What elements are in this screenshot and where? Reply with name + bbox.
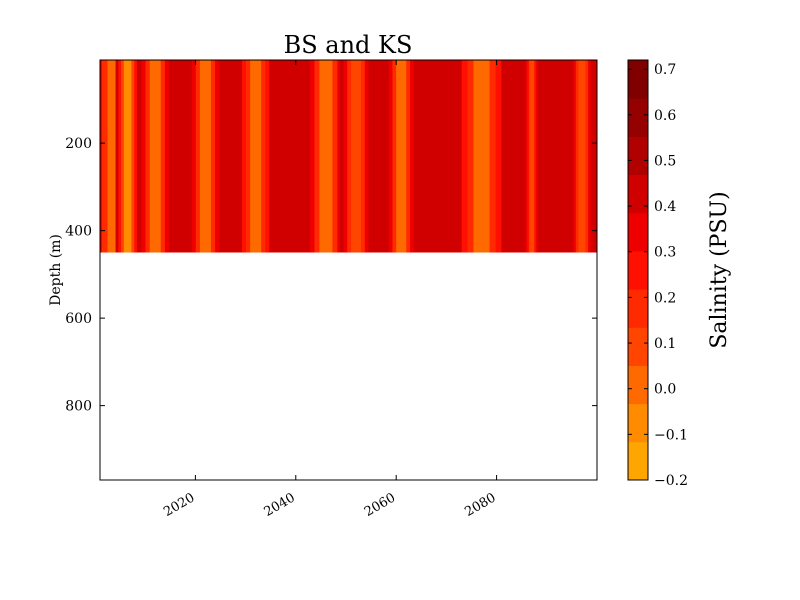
x-tick-label: 2040: [262, 490, 298, 520]
heatmap-field: [100, 60, 597, 253]
heatmap-cell: [199, 60, 211, 253]
colorbar-tick-label: −0.2: [654, 473, 688, 489]
colorbar-band: [628, 289, 648, 328]
colorbar-band: [628, 136, 648, 176]
heatmap-cell: [351, 60, 362, 253]
heatmap-cell: [123, 60, 132, 253]
colorbar-band: [628, 441, 648, 481]
colorbar-frame: [627, 59, 649, 481]
colorbar: [628, 60, 648, 481]
colorbar-band: [628, 403, 648, 443]
y-axis-label: Depth (m): [48, 234, 64, 306]
y-tick-label: 400: [65, 224, 92, 240]
colorbar-tick-label: 0.2: [654, 290, 676, 306]
heatmap-cell: [396, 60, 407, 253]
x-tick-label: 2080: [462, 490, 498, 520]
colorbar-tick-label: 0.1: [654, 336, 676, 352]
colorbar-tick-label: 0.0: [654, 382, 676, 398]
colorbar-band: [628, 327, 648, 366]
heatmap-cell: [473, 60, 490, 253]
colorbar-tick-label: −0.1: [654, 427, 688, 443]
heatmap-cell: [149, 60, 161, 253]
x-tick-label: 2060: [362, 490, 398, 520]
colorbar-label: Salinity (PSU): [707, 191, 732, 348]
heatmap-cell: [319, 60, 333, 253]
heatmap-cell: [529, 60, 535, 253]
colorbar-tick-label: 0.6: [654, 108, 676, 124]
colorbar-band: [628, 365, 648, 405]
colorbar-tick-label: 0.4: [654, 199, 676, 215]
y-tick-label: 200: [65, 136, 92, 152]
colorbar-axis: −0.2 −0.1 0.0 0.1 0.2 0.3 0.4 0.5 0.6 0.7: [628, 62, 688, 489]
heatmap-cell: [250, 60, 262, 253]
plot-frame: [99, 59, 598, 481]
y-axis: 200 400 600 800: [65, 136, 597, 415]
y-tick-label: 600: [65, 311, 92, 327]
y-tick-label: 800: [65, 399, 92, 415]
x-tick-label: 2020: [161, 490, 197, 520]
colorbar-band: [628, 98, 648, 137]
colorbar-band: [628, 174, 648, 214]
chart-title: BS and KS: [284, 31, 413, 59]
colorbar-band: [628, 250, 648, 290]
heatmap-cell: [578, 60, 586, 253]
colorbar-band: [628, 60, 648, 99]
colorbar-tick-label: 0.3: [654, 245, 676, 261]
colorbar-band: [628, 212, 648, 252]
colorbar-tick-label: 0.7: [654, 62, 676, 78]
colorbar-tick-label: 0.5: [654, 153, 676, 169]
